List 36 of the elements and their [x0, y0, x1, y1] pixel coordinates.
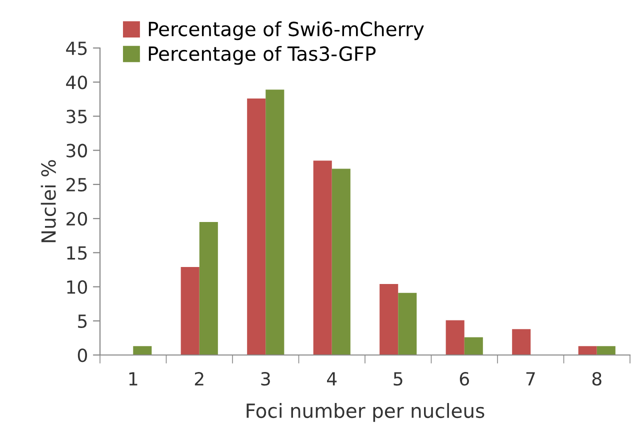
y-tick-label: 45	[66, 42, 87, 56]
x-tick-label: 1	[129, 372, 138, 386]
bar	[596, 346, 616, 355]
bar	[512, 329, 531, 355]
x-tick-label: 8	[592, 372, 602, 386]
y-tick-label: 5	[78, 314, 87, 328]
bar	[398, 292, 417, 355]
x-tick-label: 7	[526, 372, 535, 386]
bar	[313, 160, 332, 355]
x-tick-label: 3	[261, 372, 270, 386]
bar	[464, 337, 483, 355]
y-tick-label: 15	[67, 246, 87, 260]
x-tick-label: 2	[194, 372, 204, 386]
y-tick-label: 10	[67, 280, 87, 294]
y-tick-label: 20	[66, 212, 87, 226]
bar	[332, 168, 350, 355]
x-tick-label: 4	[327, 372, 337, 386]
x-tick-label: 6	[460, 372, 469, 386]
bar	[446, 320, 464, 355]
bar	[380, 284, 398, 355]
bar	[133, 346, 152, 355]
y-tick-label: 25	[66, 178, 87, 192]
bar	[266, 90, 284, 355]
bar	[578, 346, 597, 355]
legend-label: Percentage of Swi6-mCherry	[148, 21, 424, 40]
y-tick-label: 30	[66, 144, 87, 158]
y-axis-title: Nuclei %	[40, 160, 56, 242]
x-axis-title: Foci number per nucleus	[246, 403, 484, 422]
bar	[247, 98, 266, 355]
bar	[199, 222, 218, 355]
y-tick-label: 40	[66, 76, 87, 90]
legend-label: Percentage of Tas3-GFP	[148, 46, 376, 65]
y-tick-label: 35	[66, 110, 87, 124]
bar	[180, 266, 200, 355]
x-tick-label: 5	[394, 372, 402, 386]
y-tick-label: 0	[78, 348, 87, 362]
